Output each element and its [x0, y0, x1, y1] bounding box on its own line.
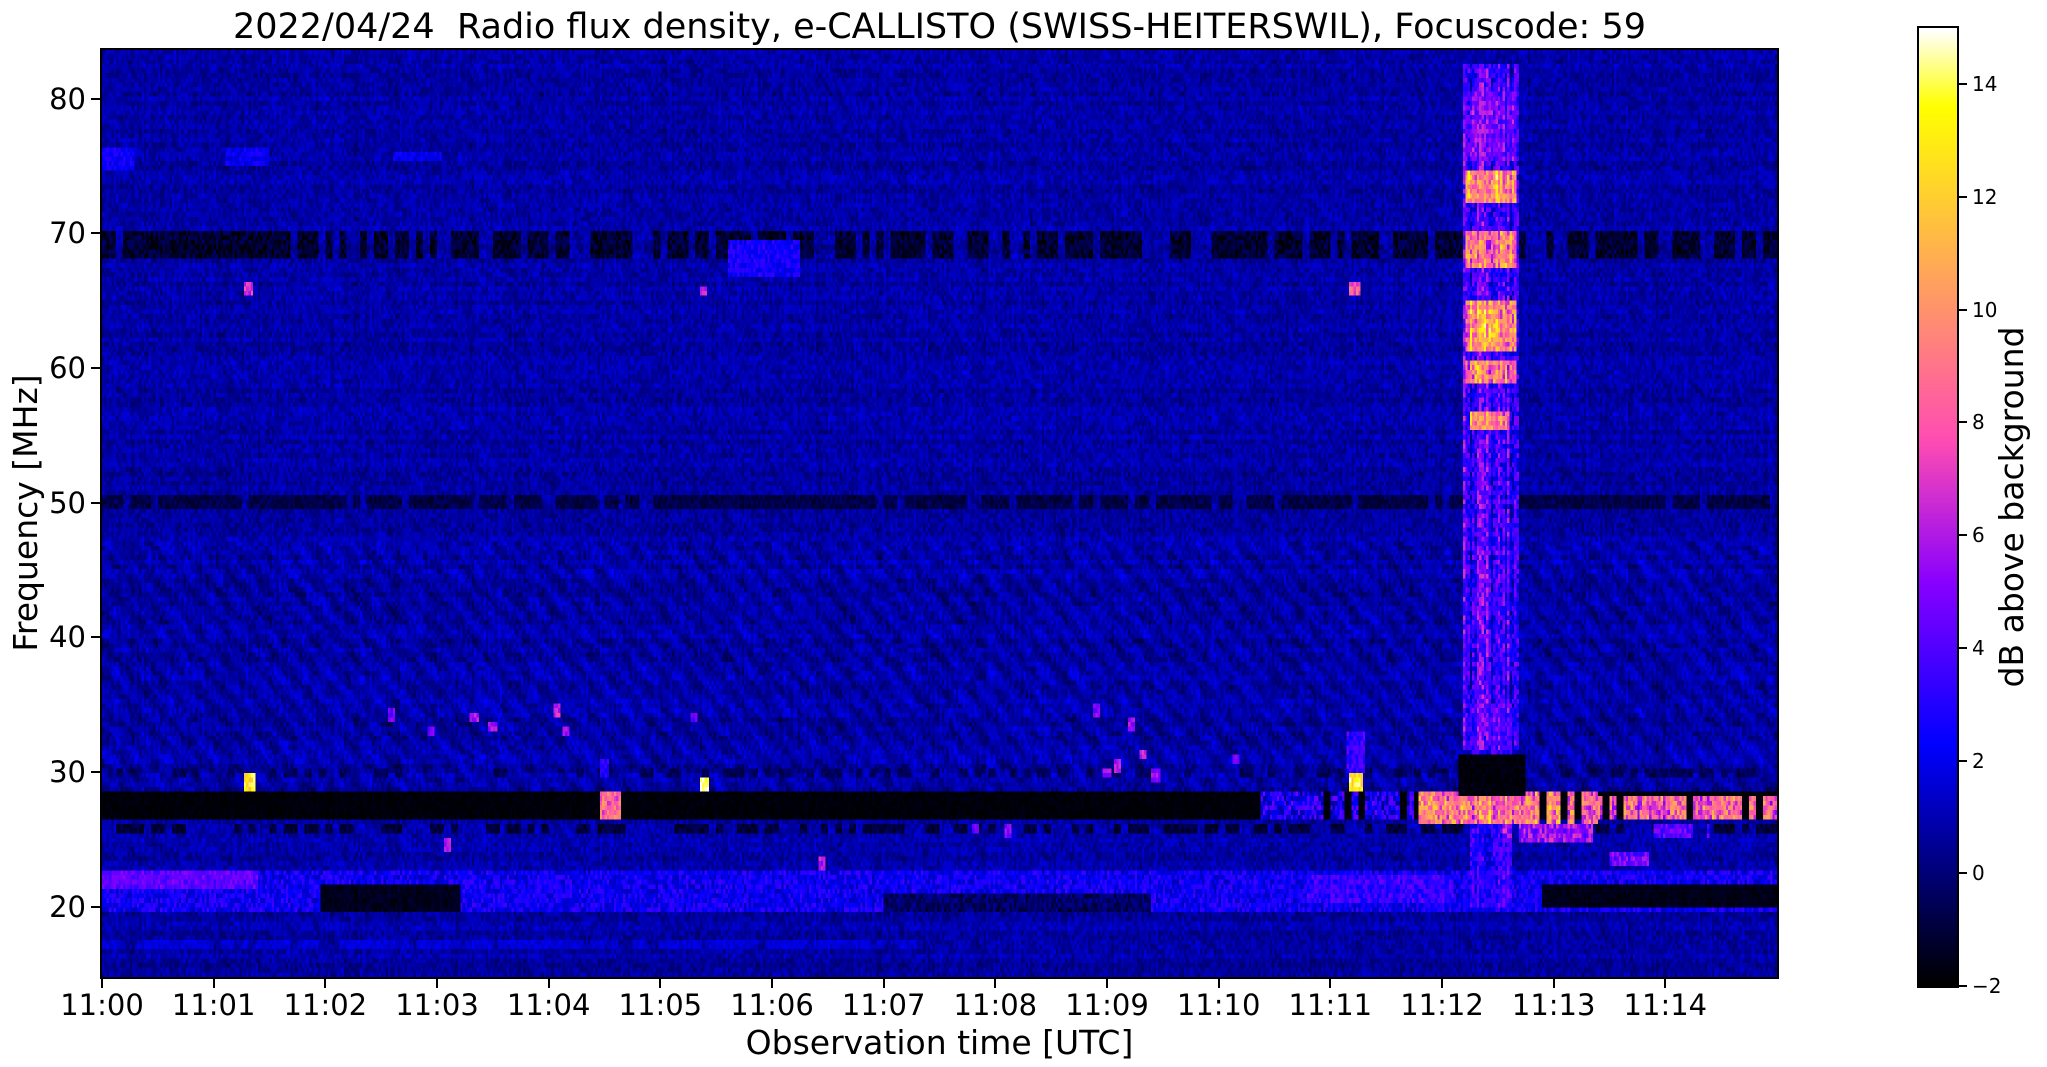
- x-tick-mark: [101, 979, 103, 988]
- x-tick-mark: [771, 979, 773, 988]
- colorbar-tick-label: 8: [1972, 410, 1985, 435]
- x-tick-mark: [1552, 979, 1555, 988]
- x-tick-label: 11:11: [1288, 988, 1373, 1022]
- y-tick-mark: [91, 97, 100, 100]
- y-tick-mark: [91, 771, 100, 774]
- x-tick-label: 11:13: [1511, 988, 1596, 1022]
- x-tick-label: 11:10: [1176, 988, 1261, 1022]
- colorbar-tick-mark: [1959, 985, 1967, 987]
- colorbar-tick-mark: [1959, 534, 1967, 537]
- x-tick-label: 11:01: [171, 988, 256, 1022]
- x-tick-mark: [882, 979, 885, 988]
- colorbar-tick-label: 12: [1972, 185, 1998, 210]
- x-tick-label: 11:04: [506, 988, 591, 1022]
- y-tick-mark: [91, 366, 100, 369]
- y-tick-label: 80: [49, 81, 86, 116]
- x-tick-label: 11:00: [60, 988, 144, 1022]
- x-tick-label: 11:02: [283, 988, 368, 1022]
- y-tick-mark: [91, 232, 100, 235]
- colorbar-tick-label: 14: [1972, 72, 1998, 97]
- x-tick-mark: [547, 979, 550, 988]
- colorbar-tick-label: 10: [1972, 297, 1998, 322]
- x-tick-label: 11:03: [395, 988, 479, 1022]
- colorbar-tick-mark: [1959, 759, 1967, 762]
- colorbar-tick-mark: [1959, 83, 1967, 86]
- y-tick-label: 20: [49, 889, 86, 924]
- x-tick-label: 11:05: [618, 988, 703, 1022]
- x-tick-label: 11:06: [730, 988, 814, 1022]
- y-tick-mark: [91, 636, 100, 639]
- y-tick-label: 30: [49, 755, 86, 790]
- colorbar-tick-mark: [1959, 421, 1967, 424]
- x-tick-mark: [1664, 979, 1667, 988]
- x-tick-label: 11:12: [1400, 988, 1484, 1022]
- x-axis-label: Observation time [UTC]: [745, 1023, 1134, 1062]
- x-tick-mark: [994, 979, 997, 988]
- chart-title: 2022/04/24 Radio flux density, e-CALLIST…: [232, 7, 1647, 47]
- x-tick-label: 11:09: [1065, 988, 1149, 1022]
- x-tick-mark: [659, 979, 662, 988]
- colorbar-tick-mark: [1959, 646, 1967, 649]
- spectrogram-canvas: [102, 50, 1777, 977]
- colorbar-tick-label: 4: [1972, 635, 1985, 660]
- colorbar-tick-label: 6: [1972, 523, 1985, 548]
- x-tick-label: 11:08: [953, 988, 1038, 1022]
- colorbar-tick-label: 2: [1972, 748, 1985, 773]
- x-tick-label: 11:07: [841, 988, 926, 1022]
- colorbar-tick-label: −2: [1972, 974, 2002, 998]
- x-tick-mark: [1441, 979, 1443, 988]
- x-tick-label: 11:14: [1623, 988, 1708, 1022]
- plot-area: [100, 48, 1779, 979]
- colorbar-tick-mark: [1959, 872, 1967, 875]
- colorbar-label: dB above background: [1992, 326, 2031, 688]
- colorbar-tick-label: 0: [1972, 861, 1985, 886]
- y-tick-mark: [91, 905, 100, 908]
- y-tick-label: 70: [49, 216, 86, 251]
- x-tick-mark: [212, 979, 215, 988]
- x-tick-mark: [1217, 979, 1220, 988]
- colorbar: [1917, 26, 1959, 988]
- y-tick-mark: [91, 501, 100, 504]
- colorbar-tick-mark: [1959, 308, 1967, 311]
- x-tick-mark: [324, 979, 327, 988]
- y-tick-label: 40: [49, 620, 86, 655]
- x-tick-mark: [1329, 979, 1332, 988]
- y-tick-label: 50: [49, 485, 86, 520]
- x-tick-mark: [436, 979, 438, 988]
- x-tick-mark: [1106, 979, 1108, 988]
- colorbar-tick-mark: [1959, 196, 1967, 199]
- y-tick-label: 60: [49, 350, 86, 385]
- colorbar-canvas: [1919, 28, 1957, 986]
